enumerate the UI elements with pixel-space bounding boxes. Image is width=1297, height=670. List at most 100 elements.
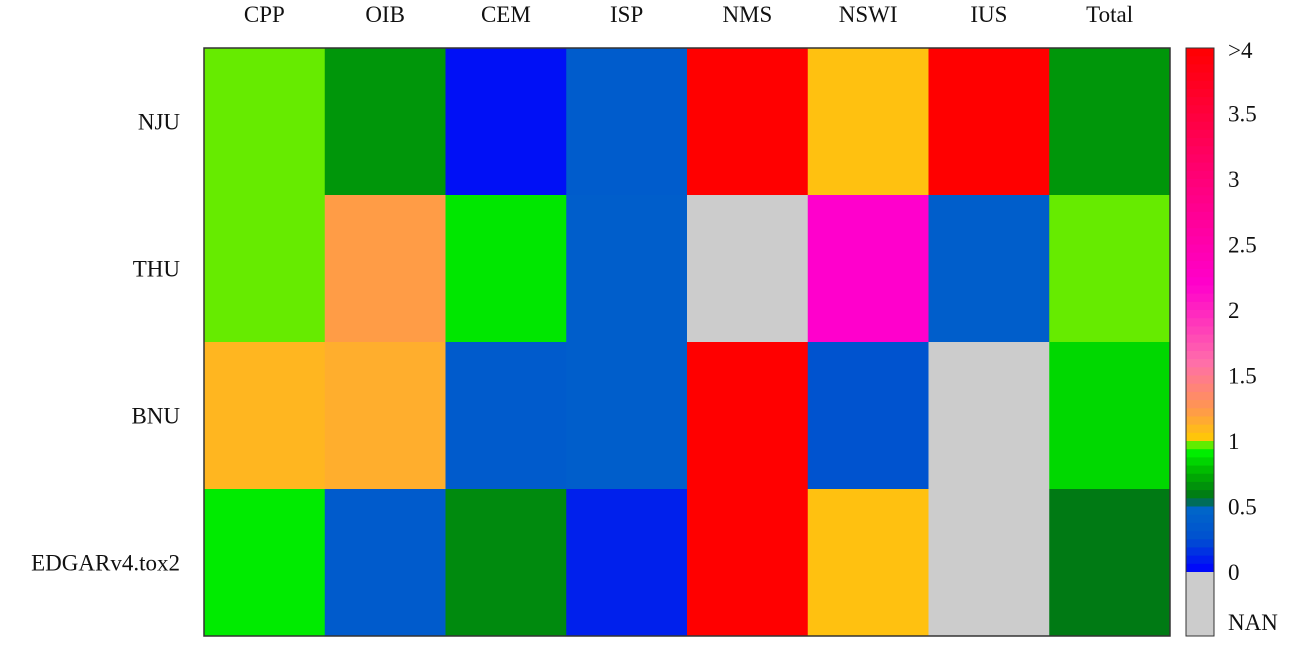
colorbar-segment (1186, 301, 1214, 311)
cell-thu-total (1049, 195, 1171, 343)
colorbar-segment (1186, 64, 1214, 73)
colorbar-segment (1186, 326, 1214, 335)
colorbar-segment (1186, 350, 1214, 360)
colorbar-segment (1186, 219, 1214, 229)
cell-bnu-nms (687, 342, 809, 490)
row-labels: NJU THU BNU EDGARv4.tox2 (31, 110, 180, 576)
cell-bnu-isp (566, 342, 688, 490)
colorbar-tick-label: >4 (1228, 38, 1253, 63)
cell-nju-nms (687, 48, 809, 196)
colorbar-segment (1186, 121, 1214, 131)
colorbar-segment (1186, 555, 1214, 565)
column-label: IUS (970, 2, 1007, 27)
colorbar-segment (1186, 97, 1214, 106)
colorbar-segment (1186, 547, 1214, 557)
colorbar-segment (1186, 162, 1214, 172)
cell-nju-cem (445, 48, 567, 196)
colorbar-segment (1186, 146, 1214, 155)
colorbar-segment (1186, 334, 1214, 344)
colorbar-segment (1186, 367, 1214, 376)
cell-bnu-cpp (204, 342, 326, 490)
colorbar (1185, 47, 1215, 637)
colorbar-segment (1186, 498, 1214, 507)
column-label: NSWI (839, 2, 898, 27)
colorbar-segment (1186, 113, 1214, 123)
colorbar-segment (1186, 424, 1214, 434)
colorbar-segment (1186, 187, 1214, 196)
colorbar-nan-segment (1186, 572, 1214, 636)
column-label: OIB (365, 2, 405, 27)
column-label: NMS (722, 2, 772, 27)
colorbar-tick-label: 1.5 (1228, 364, 1257, 389)
colorbar-segment (1186, 179, 1214, 188)
colorbar-segment (1186, 285, 1214, 295)
cell-nju-isp (566, 48, 688, 196)
colorbar-segment (1186, 318, 1214, 327)
colorbar-segment (1186, 473, 1214, 483)
cell-bnu-total (1049, 342, 1171, 490)
colorbar-segment (1186, 56, 1214, 65)
colorbar-segment (1186, 203, 1214, 213)
colorbar-segment (1186, 195, 1214, 204)
column-label: Total (1086, 2, 1133, 27)
cell-edgarv4-tox2-nswi (807, 489, 929, 637)
colorbar-segment (1186, 170, 1214, 180)
cell-edgarv4-tox2-cem (445, 489, 567, 637)
row-label: THU (133, 257, 181, 282)
colorbar-segment (1186, 522, 1214, 532)
colorbar-border (1185, 47, 1215, 637)
colorbar-segment (1186, 400, 1214, 409)
colorbar-segment (1186, 383, 1214, 393)
colorbar-segment (1186, 408, 1214, 417)
colorbar-segment (1186, 432, 1214, 442)
cell-thu-ius (928, 195, 1050, 343)
cell-nju-nswi (807, 48, 929, 196)
cell-edgarv4-tox2-ius (928, 489, 1050, 637)
colorbar-segment (1186, 72, 1214, 82)
colorbar-segment (1186, 359, 1214, 368)
cell-nju-total (1049, 48, 1171, 196)
colorbar-segment (1186, 481, 1214, 491)
colorbar-tick-label: NAN (1228, 610, 1278, 635)
cell-edgarv4-tox2-isp (566, 489, 688, 637)
colorbar-segment (1186, 236, 1214, 245)
colorbar-segment (1186, 244, 1214, 254)
colorbar-tick-label: 2.5 (1228, 233, 1257, 258)
colorbar-tick-label: 0.5 (1228, 495, 1257, 520)
cell-edgarv4-tox2-cpp (204, 489, 326, 637)
cell-thu-nms (687, 195, 809, 343)
column-label: CPP (244, 2, 285, 27)
colorbar-segment (1186, 293, 1214, 303)
colorbar-segment (1186, 449, 1214, 458)
colorbar-segment (1186, 80, 1214, 90)
colorbar-segment (1186, 506, 1214, 516)
colorbar-segment (1186, 269, 1214, 278)
colorbar-segment (1186, 105, 1214, 114)
colorbar-segment (1186, 154, 1214, 164)
colorbar-segment (1186, 457, 1214, 466)
colorbar-segment (1186, 416, 1214, 426)
colorbar-segment (1186, 277, 1214, 286)
colorbar-segment (1186, 228, 1214, 237)
colorbar-segment (1186, 465, 1214, 475)
colorbar-segment (1186, 342, 1214, 352)
colorbar-tick-labels: >4 3.5 3 2.5 2 1.5 1 0.5 0 NAN (1228, 38, 1278, 635)
heatmap-cells (204, 48, 1171, 637)
cell-thu-cpp (204, 195, 326, 343)
cell-thu-isp (566, 195, 688, 343)
cell-edgarv4-tox2-nms (687, 489, 809, 637)
colorbar-segment (1186, 138, 1214, 147)
colorbar-segment (1186, 539, 1214, 548)
colorbar-segment (1186, 391, 1214, 401)
colorbar-tick-label: 2 (1228, 298, 1240, 323)
column-labels: CPP OIB CEM ISP NMS NSWI IUS Total (244, 2, 1133, 27)
cell-thu-nswi (807, 195, 929, 343)
colorbar-segment (1186, 563, 1214, 573)
cell-bnu-oib (324, 342, 446, 490)
cell-thu-oib (324, 195, 446, 343)
cell-bnu-nswi (807, 342, 929, 490)
cell-edgarv4-tox2-oib (324, 489, 446, 637)
cell-bnu-cem (445, 342, 567, 490)
cell-bnu-ius (928, 342, 1050, 490)
